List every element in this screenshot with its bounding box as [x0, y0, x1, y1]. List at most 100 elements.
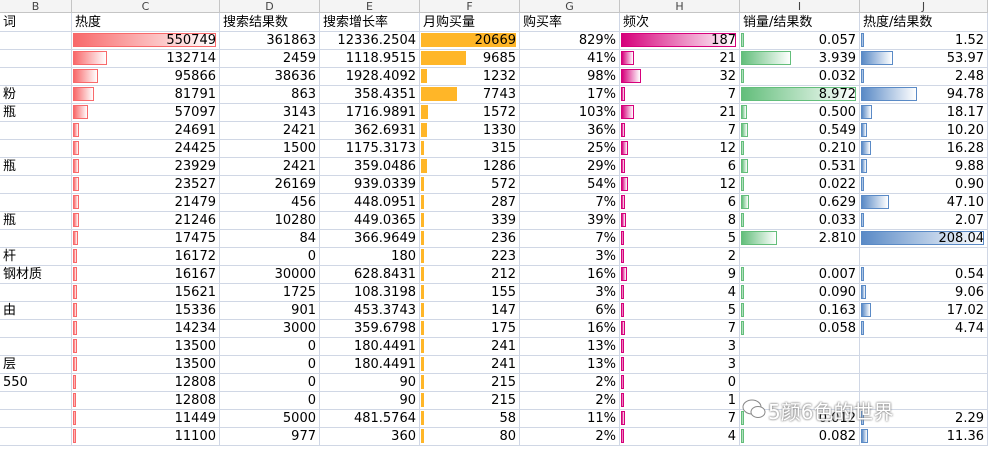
data-bar [741, 195, 750, 209]
cell: 628.8431 [320, 266, 420, 284]
cell: 6 [620, 158, 740, 176]
cell: 12336.2504 [320, 32, 420, 50]
cell [740, 392, 860, 410]
data-bar [861, 105, 872, 119]
cell: 47.10 [860, 194, 988, 212]
data-bar [421, 231, 424, 245]
data-bar [421, 105, 429, 119]
cell: 0.90 [860, 176, 988, 194]
data-bar [861, 87, 918, 101]
cell-text: 6 [727, 195, 736, 210]
cell: 21479 [72, 194, 220, 212]
data-bar [861, 267, 864, 281]
cell-text: 瓶 [3, 105, 17, 120]
data-bar [621, 339, 624, 353]
data-bar [621, 285, 624, 299]
cell: 6% [520, 302, 620, 320]
cell-text: 0.531 [818, 159, 856, 174]
cell-text: 0.90 [955, 177, 984, 192]
cell: 241 [420, 356, 520, 374]
cell: 155 [420, 284, 520, 302]
data-bar [421, 123, 428, 137]
cell: 1118.9515 [320, 50, 420, 68]
data-bar [621, 123, 626, 137]
data-bar [621, 177, 629, 191]
cell: 53.97 [860, 50, 988, 68]
cell: 0.549 [740, 122, 860, 140]
cell-text: 572 [491, 177, 516, 192]
cell-text: 0.082 [818, 429, 856, 444]
cell: 0.057 [740, 32, 860, 50]
cell: 8.972 [740, 86, 860, 104]
data-bar [621, 105, 634, 119]
cell-text: 155 [491, 285, 516, 300]
cell: 0.012 [740, 410, 860, 428]
cell-text: 180.4491 [353, 339, 416, 354]
data-bar [741, 177, 744, 191]
cell: 359.0486 [320, 158, 420, 176]
cell: 11100 [72, 428, 220, 446]
cell: 3 [620, 338, 740, 356]
cell-text: 3000 [282, 321, 316, 336]
cell: 20669 [420, 32, 520, 50]
data-bar [73, 69, 98, 83]
cell: 81791 [72, 86, 220, 104]
cell-text: 17.02 [946, 303, 984, 318]
data-bar [421, 321, 424, 335]
data-bar [621, 87, 626, 101]
data-bar [73, 411, 76, 425]
cell-text: 3% [595, 249, 616, 264]
data-bar [621, 411, 626, 425]
cell: 108.3198 [320, 284, 420, 302]
cell: 212 [420, 266, 520, 284]
cell: 132714 [72, 50, 220, 68]
column-letter: D [220, 0, 320, 13]
cell: 7 [620, 86, 740, 104]
cell: 361863 [220, 32, 320, 50]
data-bar [741, 87, 856, 101]
cell: 11% [520, 410, 620, 428]
cell: 453.3743 [320, 302, 420, 320]
cell [860, 356, 988, 374]
cell-text: 241 [491, 339, 516, 354]
cell-text: 57097 [174, 105, 216, 120]
cell-text: 215 [491, 375, 516, 390]
cell-text: 362.6931 [353, 123, 416, 138]
cell: 4.74 [860, 320, 988, 338]
cell-text: 26169 [274, 177, 316, 192]
cell-text: 94.78 [946, 87, 984, 102]
data-bar [621, 141, 629, 155]
cell: 208.04 [860, 230, 988, 248]
cell-text: 7% [595, 195, 616, 210]
cell-text: 13500 [174, 339, 216, 354]
cell: 98% [520, 68, 620, 86]
cell-text: 187 [711, 33, 736, 48]
cell-text: 1725 [282, 285, 316, 300]
cell: 11.36 [860, 428, 988, 446]
cell: 223 [420, 248, 520, 266]
cell [740, 338, 860, 356]
cell-text: 16.28 [946, 141, 984, 156]
cell: 层 [0, 356, 72, 374]
cell: 1928.4092 [320, 68, 420, 86]
cell-text: 359.0486 [353, 159, 416, 174]
data-bar [421, 429, 424, 443]
data-bar [741, 123, 749, 137]
cell: 0 [220, 356, 320, 374]
cell [0, 428, 72, 446]
cell-text: 90 [399, 393, 416, 408]
data-bar [421, 411, 424, 425]
cell [860, 338, 988, 356]
data-bar [421, 33, 516, 47]
cell: 215 [420, 374, 520, 392]
data-bar [73, 429, 76, 443]
cell: 15336 [72, 302, 220, 320]
cell-text: 481.5764 [353, 411, 416, 426]
cell-text: 7 [727, 123, 736, 138]
cell-text: 2 [727, 249, 736, 264]
cell-text: 0.163 [818, 303, 856, 318]
column-letter: F [420, 0, 520, 13]
cell [0, 410, 72, 428]
cell-text: 108.3198 [353, 285, 416, 300]
cell: 80 [420, 428, 520, 446]
